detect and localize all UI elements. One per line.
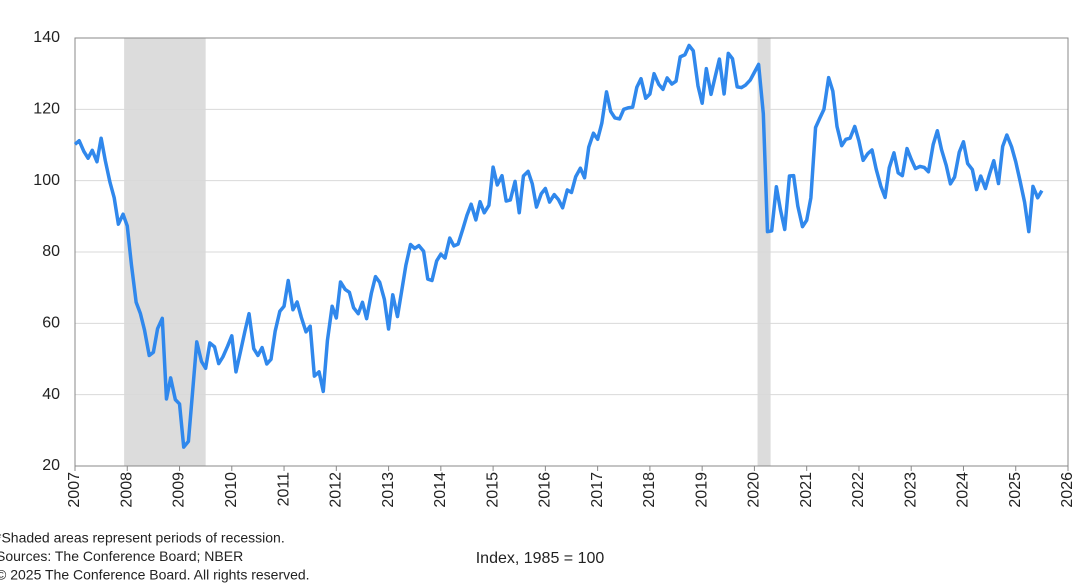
x-tick-label: 2007: [66, 472, 83, 508]
x-tick-label: 2008: [118, 472, 135, 508]
y-tick-label: 40: [42, 386, 60, 403]
x-tick-label: 2019: [693, 472, 710, 508]
x-tick-label: 2010: [223, 472, 240, 508]
x-tick-label: 2011: [275, 472, 292, 507]
footnote: *Shaded areas represent periods of reces…: [0, 530, 285, 546]
footnote: © 2025 The Conference Board. All rights …: [0, 567, 310, 583]
x-tick-label: 2018: [641, 472, 658, 508]
footnote: Sources: The Conference Board; NBER: [0, 548, 243, 564]
x-tick-label: 2025: [1007, 472, 1024, 508]
y-tick-label: 120: [33, 101, 60, 118]
y-tick-label: 80: [42, 243, 60, 260]
plot-border: [74, 37, 1069, 467]
x-tick-label: 2013: [380, 472, 397, 508]
caption: Index, 1985 = 100: [476, 550, 605, 567]
x-tick-label: 2017: [589, 472, 606, 508]
y-tick-label: 100: [33, 172, 60, 189]
x-tick-label: 2021: [798, 472, 815, 508]
y-tick-label: 20: [42, 457, 60, 474]
x-tick-label: 2022: [850, 472, 867, 508]
y-tick-label: 140: [33, 29, 60, 46]
x-tick-label: 2026: [1059, 472, 1076, 508]
x-tick-label: 2009: [171, 472, 188, 508]
x-tick-label: 2012: [328, 472, 345, 508]
x-tick-label: 2014: [432, 472, 449, 508]
x-tick-label: 2016: [537, 472, 554, 508]
x-tick-label: 2015: [484, 472, 501, 508]
x-tick-label: 2023: [902, 472, 919, 508]
data-line: [73, 43, 1044, 449]
x-tick-label: 2024: [955, 472, 972, 508]
y-tick-label: 60: [42, 315, 60, 332]
x-tick-label: 2020: [746, 472, 763, 508]
